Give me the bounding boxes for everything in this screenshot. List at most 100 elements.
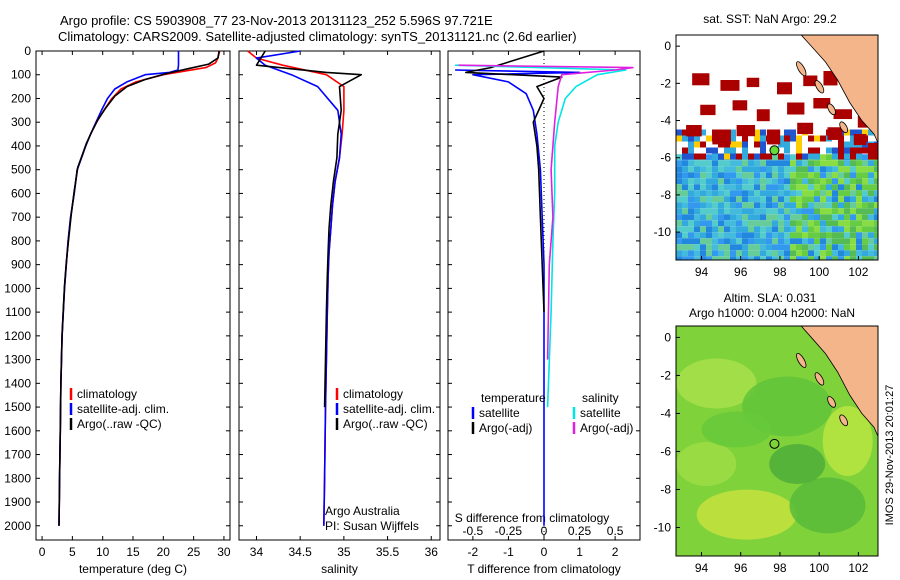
y-tick-label: 1600: [4, 424, 31, 438]
y-tick-label: 0: [664, 330, 671, 344]
sst-block: [686, 125, 702, 137]
sst-block: [797, 122, 814, 135]
x-tick-label: 94: [695, 561, 709, 575]
annotation-line2: PI: Susan Wijffels: [325, 519, 419, 533]
map-field: [676, 35, 878, 260]
x-tick-label: 36: [425, 545, 439, 559]
series-line-satellite: [455, 69, 581, 526]
y-tick-label: 1400: [4, 376, 31, 390]
x-tick-label: 35.5: [376, 545, 400, 559]
y-tick-label: 1500: [4, 400, 31, 414]
sla-blob: [769, 444, 826, 484]
sla-blob: [701, 411, 772, 448]
sst-block: [787, 102, 805, 115]
x-tick-label: 98: [773, 265, 787, 279]
x-tick-label: 20: [157, 545, 171, 559]
island: [814, 372, 825, 386]
sst-block: [813, 98, 831, 109]
legend-heading: salinity: [582, 391, 619, 405]
y-tick-label: 500: [11, 163, 31, 177]
y-tick-label: 200: [11, 91, 31, 105]
y-tick-label: -6: [660, 151, 671, 165]
x-tick-label: 100: [809, 265, 829, 279]
legend-heading: temperature: [481, 391, 546, 405]
series-line-argo--adj-: [464, 50, 563, 313]
x-tick-label: 2: [612, 545, 619, 559]
sst-map-title: sat. SST: NaN Argo: 29.2: [703, 12, 837, 26]
sla-map-title-line1: Altim. SLA: 0.031: [724, 291, 817, 305]
x-tick-label: 96: [734, 561, 748, 575]
land-mass: [800, 326, 878, 437]
series-line-satellite: [255, 50, 343, 526]
argo-location-marker: [769, 438, 780, 449]
plot-frame: [35, 50, 231, 541]
x-tick-label: 15: [126, 545, 140, 559]
panel-salinity: 34 34.5 35 35.5 36 salinity climatologysatelli…: [238, 50, 441, 576]
land-mass: [800, 35, 878, 144]
sst-block: [720, 80, 740, 91]
island: [839, 121, 849, 134]
x-tick-label: 0: [39, 545, 46, 559]
map-field: [676, 326, 878, 556]
plot-frame: [238, 50, 441, 541]
series-line-climatology: [58, 50, 221, 526]
sst-block: [692, 73, 710, 86]
island: [827, 396, 836, 408]
x-tick-label: 1: [576, 545, 583, 559]
argo-location-marker: [769, 145, 780, 156]
y-tick-label: -8: [660, 482, 671, 496]
island: [827, 103, 836, 116]
series-line-climatology: [247, 50, 345, 526]
y-tick-label: -10: [654, 225, 672, 239]
y-tick-label: -6: [660, 444, 671, 458]
page-title-line1: Argo profile: CS 5903908_77 23-Nov-2013 …: [60, 13, 493, 28]
y-tick-label: 600: [11, 186, 31, 200]
x-axis-label: temperature (deg C): [79, 562, 187, 576]
island: [796, 353, 807, 368]
sst-block: [712, 129, 731, 145]
sst-block: [803, 75, 818, 87]
x-axis-label: T difference from climatology: [467, 562, 621, 576]
x-top-tick-label: 0.5: [607, 524, 624, 538]
x-tick-label: 102: [848, 561, 868, 575]
x-tick-label: -1: [503, 545, 514, 559]
y-tick-label: 1900: [4, 495, 31, 509]
y-tick-label: 900: [11, 258, 31, 272]
legend-label: climatology: [343, 387, 403, 401]
x-top-axis-label: S difference from climatology: [455, 511, 610, 525]
series-line-satellite: [58, 51, 180, 526]
x-tick-label: 30: [217, 545, 231, 559]
sst-block: [732, 100, 748, 111]
sst-block: [756, 109, 770, 122]
panel-sst_map: 94 96 98 100 102 0 -2 -4 -6 -8 -10: [654, 34, 879, 279]
sla-blob: [789, 477, 866, 534]
x-tick-label: 0: [541, 545, 548, 559]
x-top-tick-label: 0.25: [568, 524, 592, 538]
sla-blob: [696, 489, 797, 540]
y-tick-label: -10: [654, 520, 672, 534]
sla-blob: [676, 358, 757, 409]
y-tick-label: 1100: [5, 305, 31, 319]
x-tick-label: 96: [734, 265, 748, 279]
sst-block: [833, 109, 853, 120]
y-tick-label: -8: [660, 188, 671, 202]
y-tick-label: 100: [11, 68, 31, 82]
sst-block: [827, 127, 843, 140]
series-line-argo: [58, 50, 220, 526]
y-tick-label: -2: [660, 76, 671, 90]
series-line-salinity-satellite: [455, 64, 627, 408]
sla-blob: [822, 406, 873, 476]
annotation-line1: Argo Australia: [325, 504, 400, 518]
sst-block: [853, 134, 867, 146]
sst-block: [746, 77, 760, 88]
y-tick-label: 0: [664, 39, 671, 53]
y-tick-label: 800: [11, 234, 31, 248]
y-tick-label: -4: [660, 406, 671, 420]
y-tick-label: 1700: [4, 448, 31, 462]
sla-blob: [676, 442, 737, 486]
y-tick-label: 400: [11, 139, 31, 153]
map-frame: [675, 325, 879, 557]
sst-block: [700, 104, 716, 116]
y-tick-label: -2: [660, 368, 671, 382]
